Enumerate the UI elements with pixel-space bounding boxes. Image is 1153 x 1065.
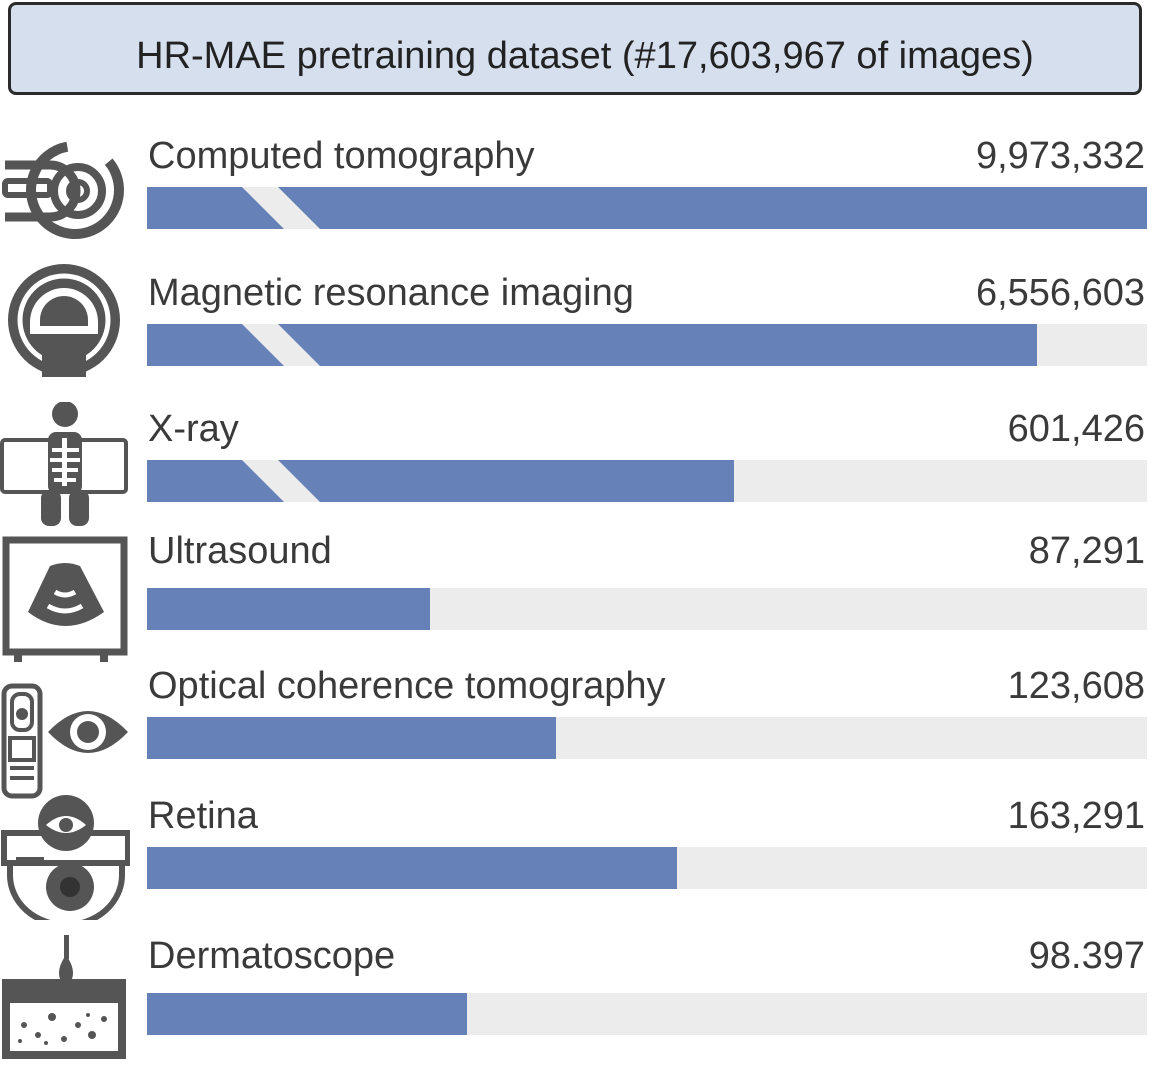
bar-row: Optical coherence tomography 123,608 [0, 665, 1153, 799]
value-label: 98.397 [1028, 935, 1145, 977]
bar-track [147, 460, 1147, 502]
bar [147, 993, 467, 1035]
axis-break-mark [242, 324, 320, 366]
category-label: Magnetic resonance imaging [148, 272, 634, 314]
bar-row: Computed tomography 9,973,332 [0, 135, 1153, 265]
bar-track [147, 847, 1147, 889]
bar-track [147, 717, 1147, 759]
bar-track [147, 187, 1147, 229]
bar [147, 588, 430, 630]
value-label: 87,291 [1028, 530, 1145, 572]
ct-scanner-icon [0, 135, 130, 250]
oct-eye-icon [0, 680, 130, 810]
bar [147, 847, 677, 889]
category-label: Retina [148, 795, 258, 837]
category-label: Ultrasound [148, 530, 332, 572]
value-label: 123,608 [1007, 665, 1145, 707]
category-label: Dermatoscope [148, 935, 396, 977]
dermatoscope-skin-icon [0, 935, 130, 1065]
value-label: 601,426 [1007, 408, 1145, 450]
bar [147, 717, 556, 759]
bar-row: Ultrasound 87,291 [0, 530, 1153, 662]
bar-row: X-ray 601,426 [0, 401, 1153, 538]
bar-track [147, 324, 1147, 366]
chart-title-box: HR-MAE pretraining dataset (#17,603,967 … [8, 2, 1142, 95]
bar-row: Magnetic resonance imaging 6,556,603 [0, 264, 1153, 402]
xray-icon [0, 401, 130, 532]
bar [147, 187, 1147, 229]
ultrasound-icon [0, 536, 130, 671]
category-label: Computed tomography [148, 135, 535, 177]
category-label: Optical coherence tomography [148, 665, 666, 707]
bar-track [147, 588, 1147, 630]
bar [147, 460, 734, 502]
mri-scanner-icon [0, 262, 130, 387]
axis-break-mark [242, 460, 320, 502]
bar-row: Retina 163,291 [0, 795, 1153, 928]
bar-track [147, 993, 1147, 1035]
bar-row: Dermatoscope 98.397 [0, 935, 1153, 1065]
value-label: 9,973,332 [975, 135, 1145, 177]
value-label: 163,291 [1007, 795, 1145, 837]
category-label: X-ray [148, 408, 239, 450]
value-label: 6,556,603 [975, 272, 1145, 314]
chart-title: HR-MAE pretraining dataset (#17,603,967 … [136, 35, 1034, 77]
axis-break-mark [242, 187, 320, 229]
retina-camera-icon [0, 795, 131, 928]
